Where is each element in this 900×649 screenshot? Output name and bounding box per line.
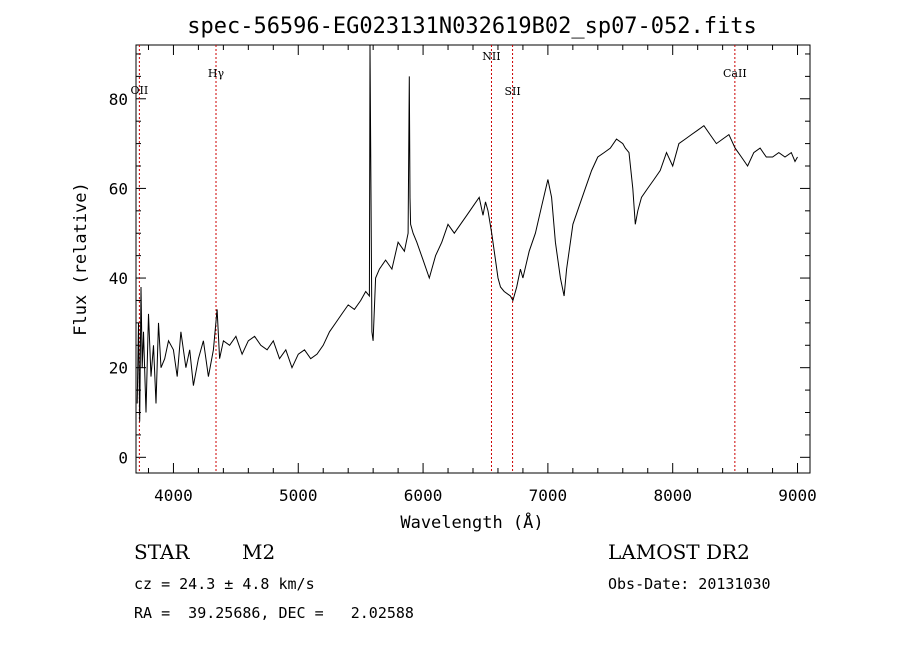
axis-ticks: 4000 5000 6000 7000 8000 9000 0 20 40 60 80	[109, 45, 817, 505]
survey-name: LAMOST DR2	[608, 540, 750, 564]
x-tick-label: 9000	[778, 486, 817, 505]
y-tick-label: 20	[109, 359, 128, 378]
line-marker-label: SII	[504, 85, 520, 98]
line-marker-label: NII	[482, 50, 500, 63]
plot-frame	[135, 44, 811, 474]
redshift-cz: cz = 24.3 ± 4.8 km/s	[134, 575, 315, 593]
x-axis-label: Wavelength (Å)	[400, 511, 543, 533]
x-tick-label: 8000	[653, 486, 692, 505]
x-tick-label: 4000	[154, 486, 193, 505]
line-marker-label: Hγ	[208, 67, 225, 80]
y-axis-label: Flux (relative)	[71, 182, 91, 336]
x-tick-label: 5000	[279, 486, 318, 505]
observation-date: Obs-Date: 20131030	[608, 575, 771, 593]
object-class: STAR	[134, 540, 190, 564]
object-subclass: M2	[242, 540, 276, 564]
x-tick-label: 6000	[404, 486, 443, 505]
y-tick-label: 60	[109, 179, 128, 198]
y-tick-label: 80	[109, 90, 128, 109]
line-marker-label: CaII	[723, 67, 747, 80]
x-tick-label: 7000	[529, 486, 568, 505]
emission-line-markers: OII Hγ NII SII CaII	[131, 45, 747, 473]
ra-dec-coordinates: RA = 39.25686, DEC = 2.02588	[134, 604, 414, 622]
chart-title: spec-56596-EG023131N032619B02_sp07-052.f…	[187, 14, 757, 39]
y-tick-label: 40	[109, 269, 128, 288]
line-marker-label: OII	[131, 84, 149, 97]
y-tick-label: 0	[118, 448, 128, 467]
spectrum-series-line	[136, 44, 798, 422]
